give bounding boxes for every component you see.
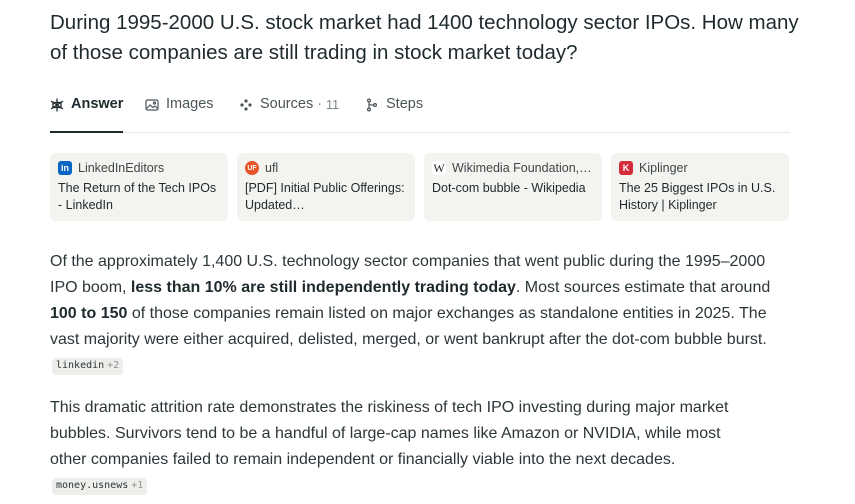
answer-text: Of the approximately 1,400 U.S. technolo… (50, 253, 766, 296)
answer-highlight: 100 to 150 (50, 305, 128, 322)
answer-icon (50, 98, 64, 112)
source-title: Dot-com bubble - Wikipedia (432, 181, 586, 195)
tab-images-label: Images (166, 96, 214, 112)
tab-sources-count: 11 (326, 98, 340, 112)
answer-text: of those companies remain listed on majo… (50, 305, 767, 348)
wikipedia-logo-icon: W (432, 160, 446, 175)
source-card-wikipedia[interactable]: W Wikimedia Foundation,… Dot-com bubble … (424, 153, 602, 221)
question-title: During 1995-2000 U.S. stock market had 1… (50, 11, 799, 64)
tab-sources-label: Sources (260, 96, 314, 112)
sources-icon (240, 99, 252, 111)
citation-label: linkedin (56, 360, 105, 371)
answer-text: . Most sources estimate that around (515, 279, 771, 296)
linkedin-logo-icon: in (58, 161, 72, 175)
source-title: The Return of the Tech IPOs - LinkedIn (58, 181, 217, 212)
tab-sources[interactable]: Sources · 11 (239, 96, 339, 132)
answer-paragraph-2: This dramatic attrition rate demonstrate… (50, 395, 740, 499)
tab-sources-separator: · (317, 96, 323, 112)
citation-badge[interactable]: linkedin +2 (52, 357, 124, 375)
source-title: The 25 Biggest IPOs in U.S. History | Ki… (619, 181, 776, 212)
answer-highlight: less than 10% are still independently tr… (130, 279, 516, 296)
image-icon (145, 99, 159, 111)
source-card-kiplinger[interactable]: K Kiplinger The 25 Biggest IPOs in U.S. … (611, 153, 789, 221)
steps-icon (366, 98, 378, 112)
source-card-linkedin[interactable]: in LinkedInEditors The Return of the Tec… (50, 153, 228, 221)
source-name: LinkedInEditors (78, 161, 165, 175)
source-cards: in LinkedInEditors The Return of the Tec… (50, 153, 790, 221)
result-tabs: Answer Images Sources · 11 Steps (50, 96, 790, 133)
tab-steps-label: Steps (386, 96, 424, 112)
answer-text: This dramatic attrition rate demonstrate… (50, 399, 729, 468)
source-name: ufl (265, 161, 279, 175)
tab-answer-label: Answer (71, 96, 124, 112)
source-card-ufl[interactable]: UF ufl [PDF] Initial Public Offerings: U… (237, 153, 415, 221)
answer-paragraph-1: Of the approximately 1,400 U.S. technolo… (50, 249, 790, 379)
citation-extra-count: +1 (131, 480, 144, 491)
tab-steps[interactable]: Steps (365, 96, 423, 132)
tab-images[interactable]: Images (145, 96, 214, 132)
ufl-logo-icon: UF (245, 161, 259, 175)
citation-label: money.usnews (56, 480, 129, 491)
source-title: [PDF] Initial Public Offerings: Updated… (245, 181, 405, 212)
citation-extra-count: +2 (107, 360, 120, 371)
tab-answer[interactable]: Answer (50, 96, 124, 133)
source-name: Kiplinger (639, 161, 688, 175)
citation-badge[interactable]: money.usnews +1 (52, 477, 148, 495)
kiplinger-logo-icon: K (619, 161, 633, 175)
source-name: Wikimedia Foundation,… (452, 161, 592, 175)
